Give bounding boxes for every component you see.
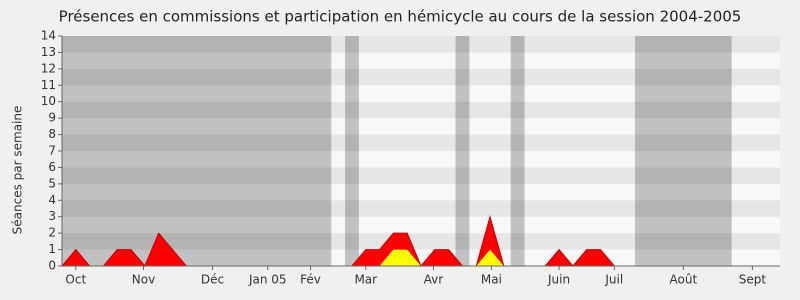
x-tick-label: Juin — [547, 273, 570, 287]
y-tick-label: 2 — [48, 226, 56, 240]
y-tick-label: 0 — [48, 259, 56, 273]
x-tick-label: Juil — [604, 273, 623, 287]
y-tick-label: 8 — [48, 127, 56, 141]
y-tick-label: 13 — [41, 45, 56, 59]
y-tick-label: 5 — [48, 176, 56, 190]
vacation-band — [62, 36, 332, 266]
y-tick-label: 14 — [41, 29, 56, 43]
y-tick-label: 11 — [41, 78, 56, 92]
y-tick-label: 10 — [41, 94, 56, 108]
row-stripe — [62, 233, 780, 250]
row-stripe — [62, 151, 780, 168]
x-tick-label: Déc — [201, 273, 224, 287]
row-stripe — [62, 85, 780, 102]
vacation-band — [455, 36, 470, 266]
row-stripe — [62, 118, 780, 135]
x-tick-label: Nov — [132, 273, 155, 287]
x-tick-label: Avr — [424, 273, 444, 287]
y-tick-label: 7 — [48, 144, 56, 158]
row-stripe — [62, 36, 780, 53]
row-stripe — [62, 216, 780, 234]
y-tick-label: 4 — [48, 193, 56, 207]
y-tick-label: 1 — [48, 242, 56, 256]
x-tick-label: Mai — [481, 273, 502, 287]
row-stripe — [62, 167, 780, 184]
y-tick-label: 6 — [48, 160, 56, 174]
vacation-band — [635, 36, 732, 266]
y-axis-label: Séances par semaine — [11, 106, 25, 235]
area — [62, 216, 780, 266]
vacation-band — [345, 36, 359, 266]
chart-title: Présences en commissions et participatio… — [59, 8, 742, 26]
row-stripe — [62, 52, 780, 69]
row-stripe — [62, 101, 780, 119]
row-stripe — [62, 68, 780, 86]
row-stripe — [62, 183, 780, 201]
x-tick-label: Mar — [354, 273, 377, 287]
y-tick-label: 3 — [48, 209, 56, 223]
x-tick-label: Jan 05 — [248, 273, 287, 287]
x-tick-label: Sept — [739, 273, 767, 287]
row-stripe — [62, 200, 780, 217]
y-tick-label: 9 — [48, 111, 56, 125]
row-stripe — [62, 134, 780, 151]
x-tick-label: Oct — [65, 273, 86, 287]
x-tick-label: Fév — [300, 273, 321, 287]
vacation-band — [510, 36, 525, 266]
x-tick-label: Août — [670, 273, 698, 287]
y-tick-label: 12 — [41, 61, 56, 75]
